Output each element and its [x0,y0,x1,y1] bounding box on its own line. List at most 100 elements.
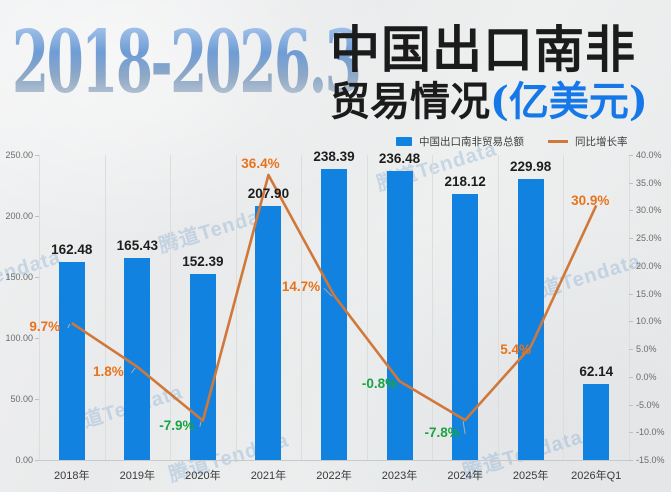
gridline [235,155,237,460]
x-axis-label: 2023年 [381,470,418,482]
growth-label-connector [130,367,136,374]
gridline [39,155,40,460]
right-axis-tick [629,265,633,267]
bar-value-label: 218.12 [444,173,486,189]
bar [255,206,282,460]
growth-label-connector [323,287,333,297]
legend-bar-swatch [396,137,412,146]
x-axis-label: 2020年 [185,470,221,482]
right-axis-tick-label: 10.0% [636,316,662,327]
bar-value-label: 162.48 [51,241,93,257]
right-axis-tick [629,376,633,378]
legend-bar-label: 中国出口南非贸易总额 [419,136,524,148]
x-axis-label: 2026年Q1 [571,470,622,482]
gridline [497,155,499,460]
bar-value-label: 238.39 [313,149,355,165]
bar-value-label: 207.90 [247,186,290,202]
growth-label-connector [67,323,71,329]
right-axis-tick [629,210,633,212]
left-axis-tick [35,277,39,278]
right-axis-tick [629,182,633,184]
x-axis-label: 2018年 [54,470,90,482]
left-axis-tick-label: 0.00 [15,455,33,465]
left-axis-tick-label: 50.00 [10,394,33,404]
right-axis-tick [629,293,633,295]
bar [124,258,151,460]
right-axis-tick [629,349,633,351]
growth-rate-label: 9.7% [29,319,61,335]
growth-rate-label: -0.8% [361,376,398,392]
gridline [170,155,172,460]
growth-rate-label: -7.8% [424,425,460,441]
legend-line-label: 同比增长率 [575,136,628,148]
right-axis-tick-label: 35.0% [636,177,662,188]
bar [386,171,413,460]
bar-value-label: 236.48 [378,151,421,167]
right-axis-tick-label: 15.0% [636,288,662,299]
bar [321,169,347,460]
right-axis-tick-label: 0.0% [636,371,657,382]
x-axis-label: 2024年 [447,470,483,482]
bar-value-label: 62.14 [579,364,614,380]
left-axis-tick [35,216,39,217]
growth-rate-label: 1.8% [92,363,124,379]
x-axis-label: 2021年 [250,470,287,482]
gridline [301,155,303,460]
x-axis-label: 2019年 [119,470,156,482]
title-main: 中国出口南非 [330,20,636,79]
right-axis-tick [629,432,633,434]
right-axis-tick [629,238,633,240]
legend-line-swatch [548,140,568,143]
right-axis-tick-label: 40.0% [636,150,662,160]
right-axis-tick-label: 25.0% [636,233,662,244]
gridline [366,155,368,460]
left-axis-tick-label: 200.00 [5,211,33,221]
growth-rate-label: -7.9% [159,417,195,433]
left-axis-tick-label: 250.00 [5,150,33,160]
left-axis-tick-label: 150.00 [5,272,33,282]
chart-legend: 中国出口南非贸易总额 同比增长率 [396,134,628,149]
bar-value-label: 152.39 [182,254,224,270]
growth-label-connector [199,421,202,427]
title-unit: (亿美元) [490,78,648,125]
title-sub-text: 贸易情况 [330,78,490,125]
right-axis-tick [629,460,633,461]
bar-value-label: 229.98 [510,159,552,175]
growth-label-connector [462,420,466,435]
x-axis-label: 2025年 [512,470,549,482]
gridline [104,155,106,460]
bar-value-label: 165.43 [116,238,158,254]
growth-rate-label: 30.9% [571,193,610,209]
title-sub: 贸易情况(亿美元) [330,80,648,124]
right-axis-tick-label: 5.0% [636,344,657,355]
growth-rate-label: 14.7% [281,279,321,295]
gridline [563,155,565,460]
right-axis-tick [629,155,633,156]
left-axis-tick [35,460,39,461]
title-year-range: 2018-2026.3 [12,12,362,113]
gridline [432,155,434,460]
bar [58,261,85,460]
growth-rate-label: 5.4% [500,341,532,357]
right-axis-tick-label: 30.0% [636,205,662,216]
growth-rate-label: 36.4% [241,155,280,171]
right-axis-tick-label: 20.0% [636,260,662,271]
left-axis-tick [35,338,39,339]
left-axis-tick [35,155,39,156]
x-axis-line [39,460,629,461]
bar [189,274,216,460]
left-axis-tick-label: 100.00 [5,333,33,343]
left-axis-tick [35,399,39,400]
x-axis-label: 2022年 [316,470,352,482]
right-axis-tick [629,321,633,323]
right-axis-tick-label: -15.0% [636,455,665,465]
bar [583,384,610,460]
growth-line [71,173,598,422]
right-axis-tick [629,404,633,406]
right-axis-tick-label: -5.0% [636,399,660,410]
right-axis-tick-label: -10.0% [636,427,665,438]
bar [517,179,544,460]
gridline [629,155,630,460]
